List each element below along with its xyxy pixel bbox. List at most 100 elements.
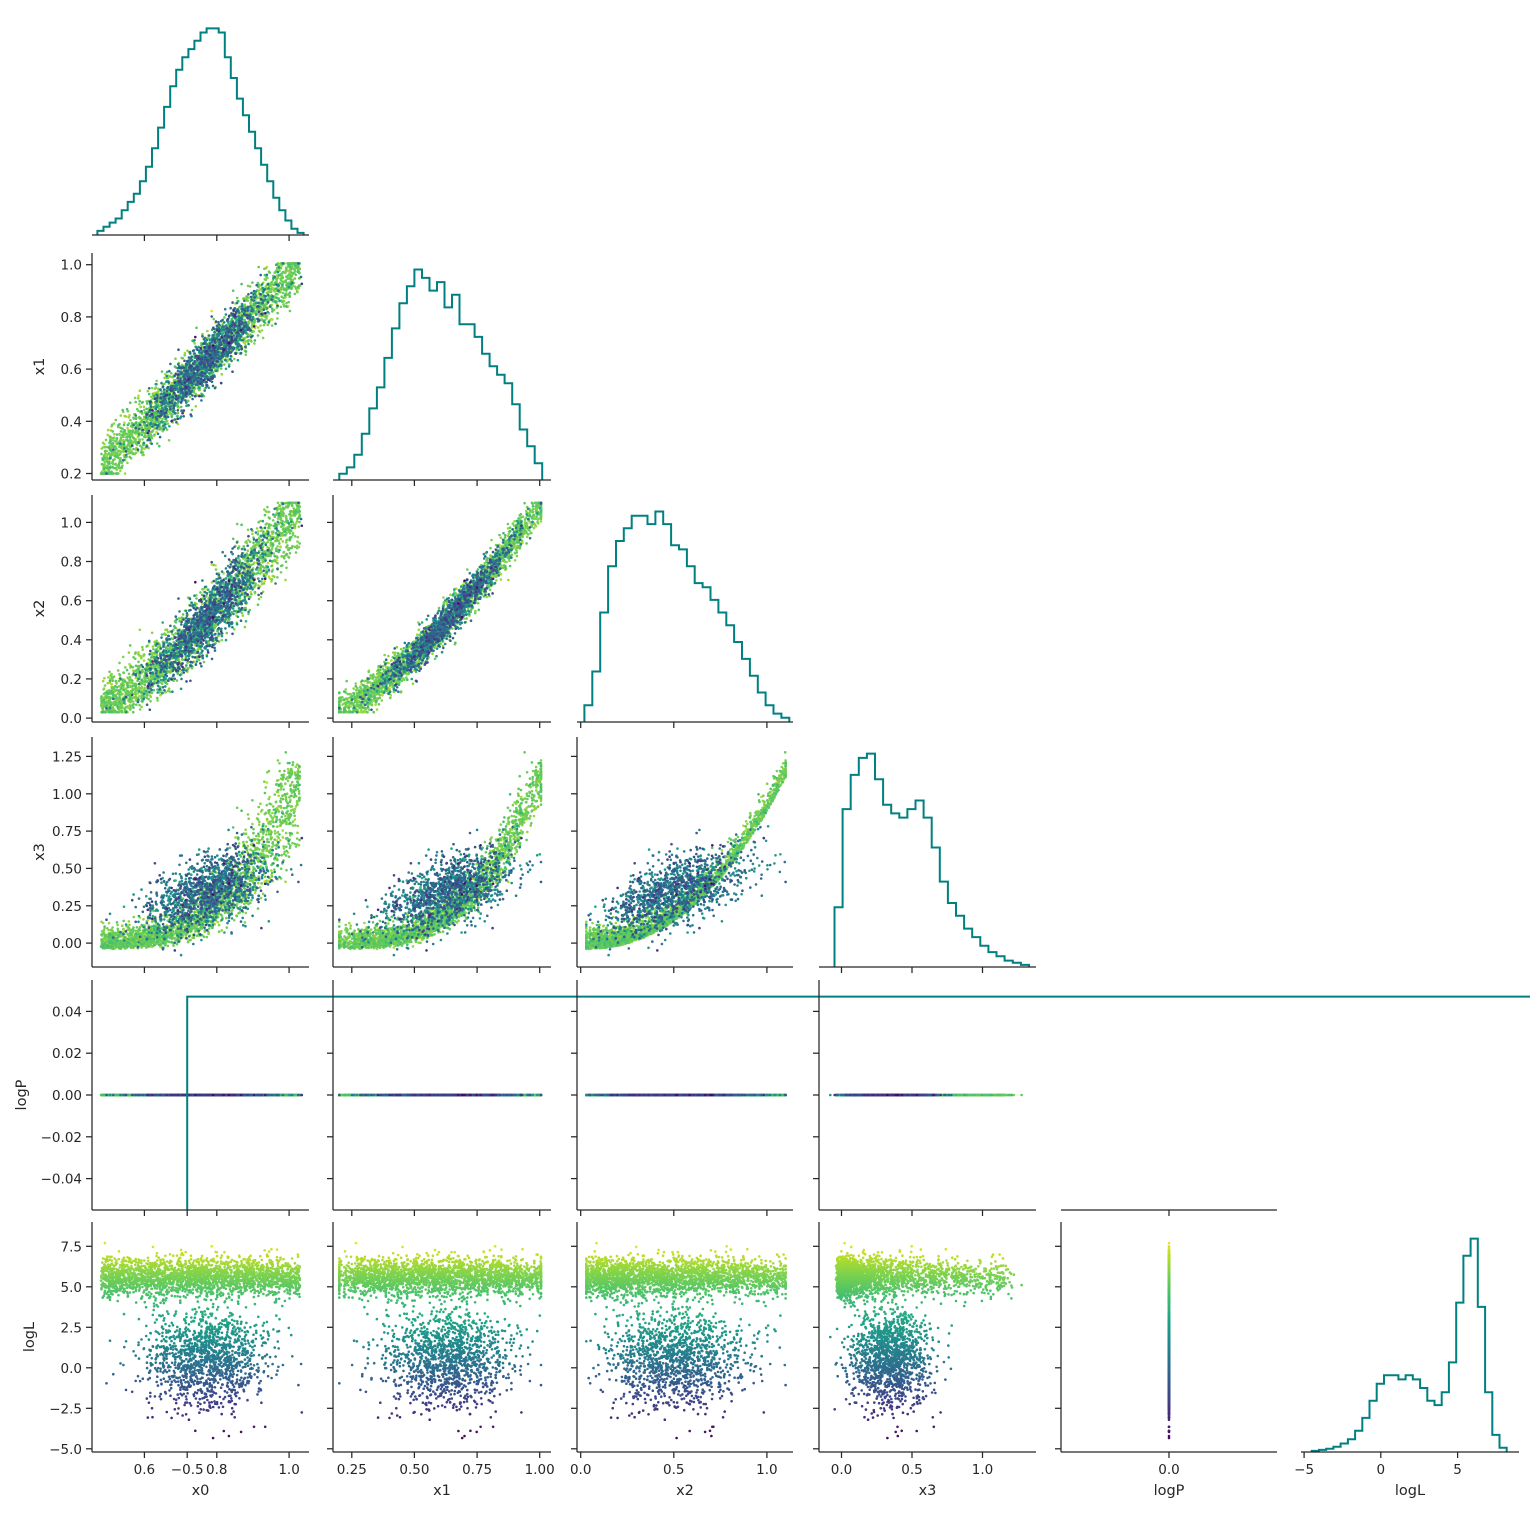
scatter-point: [157, 433, 160, 436]
scatter-point: [123, 443, 126, 446]
scatter-point: [121, 434, 124, 437]
scatter-point: [106, 460, 109, 463]
scatter-point: [284, 294, 287, 297]
scatter-point: [265, 278, 268, 281]
scatter-point: [161, 407, 164, 410]
scatter-point: [112, 459, 115, 462]
scatter-point: [274, 300, 277, 303]
scatter-point: [127, 424, 130, 427]
scatter-point: [161, 420, 164, 423]
scatter-point: [281, 284, 284, 287]
scatter-point: [253, 303, 256, 306]
scatter-point: [288, 286, 291, 289]
scatter-point: [285, 279, 288, 282]
scatter-point: [247, 343, 250, 346]
scatter-point: [257, 326, 260, 329]
scatter-point: [158, 428, 161, 431]
scatter-point: [275, 293, 278, 296]
scatter-point: [294, 293, 297, 296]
scatter-point: [282, 276, 285, 279]
scatter-point: [170, 372, 173, 375]
scatter-point: [108, 452, 111, 455]
scatter-point: [180, 406, 183, 409]
scatter-point: [105, 439, 108, 442]
scatter-point: [161, 370, 164, 373]
scatter-point: [108, 462, 111, 465]
scatter-point: [134, 397, 137, 400]
scatter-point: [276, 312, 279, 315]
scatter-point: [138, 403, 141, 406]
scatter-point: [104, 450, 107, 453]
scatter-point: [151, 397, 154, 400]
scatter-point: [289, 275, 292, 278]
scatter-point: [107, 467, 110, 470]
scatter-point: [100, 453, 103, 456]
scatter-point: [109, 467, 112, 470]
scatter-point: [195, 405, 198, 408]
scatter-point: [140, 451, 143, 454]
scatter-point: [255, 313, 258, 316]
scatter-point: [119, 460, 122, 463]
scatter-point: [266, 307, 269, 310]
scatter-point: [121, 466, 124, 469]
scatter-point: [177, 412, 180, 415]
scatter-point: [265, 315, 268, 318]
scatter-point: [119, 470, 122, 473]
scatter-point: [139, 406, 142, 409]
scatter-point: [171, 416, 174, 419]
scatter-point: [271, 324, 274, 327]
scatter-point: [262, 337, 265, 340]
scatter-point: [132, 431, 135, 434]
scatter-point: [257, 334, 260, 337]
scatter-point: [283, 289, 286, 292]
scatter-point: [282, 271, 285, 274]
scatter-point: [163, 382, 166, 385]
scatter-point: [126, 462, 129, 465]
scatter-point: [286, 282, 289, 285]
scatter-point: [245, 295, 248, 298]
scatter-point: [112, 439, 115, 442]
scatter-point: [135, 418, 138, 421]
scatter-point: [134, 431, 137, 434]
scatter-point: [154, 412, 157, 415]
scatter-point: [275, 288, 278, 291]
scatter-point: [168, 439, 171, 442]
scatter-point: [118, 454, 121, 457]
scatter-point: [129, 452, 132, 455]
scatter-point: [171, 413, 174, 416]
scatter-point: [132, 448, 135, 451]
scatter-point: [266, 291, 269, 294]
scatter-point: [280, 306, 283, 309]
scatter-point: [250, 340, 253, 343]
scatter-point: [296, 270, 299, 273]
scatter-point: [128, 456, 131, 459]
scatter-point: [181, 357, 184, 360]
scatter-point: [106, 434, 109, 437]
scatter-point: [143, 435, 146, 438]
scatter-point: [271, 310, 274, 313]
scatter-point: [280, 279, 283, 282]
scatter-point: [100, 472, 103, 475]
scatter-point: [262, 304, 265, 307]
scatter-point: [143, 409, 146, 412]
scatter-point: [272, 289, 275, 292]
scatter-point: [245, 353, 248, 356]
scatter-point: [287, 301, 290, 304]
scatter-point: [288, 295, 291, 298]
scatter-point: [274, 271, 277, 274]
scatter-point: [255, 302, 258, 305]
scatter-point: [174, 357, 177, 360]
scatter-point: [163, 428, 166, 431]
scatter-point: [131, 452, 134, 455]
scatter-point: [285, 270, 288, 273]
scatter-point: [245, 350, 248, 353]
scatter-point: [130, 430, 133, 433]
scatter-point: [294, 265, 297, 268]
scatter-point: [277, 271, 280, 274]
scatter-point: [127, 439, 130, 442]
scatter-point: [191, 409, 194, 412]
scatter-point: [140, 449, 143, 452]
scatter-point: [280, 288, 283, 291]
scatter-point: [296, 291, 299, 294]
